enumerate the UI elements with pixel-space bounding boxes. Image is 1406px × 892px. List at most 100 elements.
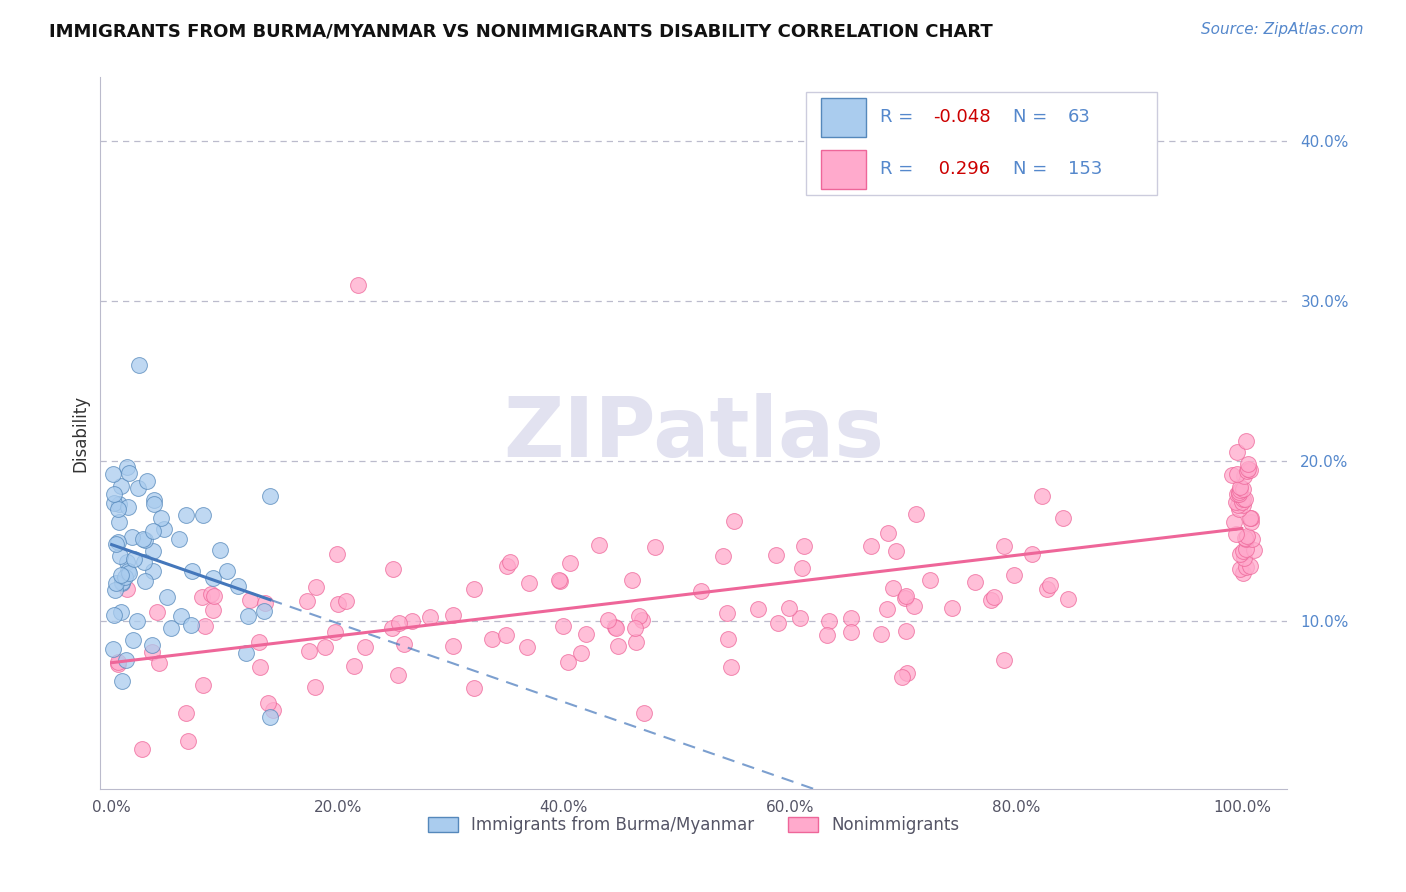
Point <box>304 580 326 594</box>
Point <box>1234 560 1257 574</box>
Point <box>1057 592 1080 607</box>
Point <box>103 496 125 510</box>
Point <box>108 549 131 564</box>
Point <box>789 611 811 625</box>
Point <box>894 590 917 604</box>
Point <box>1232 566 1254 580</box>
Point <box>253 604 276 618</box>
Point <box>388 616 411 631</box>
Point <box>142 497 165 511</box>
Point <box>121 531 143 545</box>
Point <box>115 652 138 666</box>
Text: Source: ZipAtlas.com: Source: ZipAtlas.com <box>1201 22 1364 37</box>
Point <box>236 608 259 623</box>
Point <box>107 502 129 516</box>
Point <box>191 508 214 522</box>
Point <box>720 659 742 673</box>
Point <box>983 590 1005 604</box>
Point <box>517 576 540 591</box>
Point <box>200 587 222 601</box>
Point <box>606 639 628 653</box>
Point <box>110 568 132 582</box>
Point <box>149 511 172 525</box>
Point <box>905 507 928 521</box>
Point <box>1239 510 1261 524</box>
Point <box>1236 457 1258 471</box>
Point <box>1002 568 1025 582</box>
Point <box>145 605 167 619</box>
Point <box>1227 501 1250 516</box>
Point <box>254 596 277 610</box>
Point <box>815 628 838 642</box>
Point <box>108 497 131 511</box>
Point <box>143 492 166 507</box>
Point <box>765 548 787 562</box>
Point <box>325 624 347 639</box>
Point <box>202 603 225 617</box>
Y-axis label: Disability: Disability <box>72 395 89 472</box>
Point <box>441 639 464 653</box>
Point <box>127 481 149 495</box>
Point <box>882 581 904 595</box>
Point <box>382 561 405 575</box>
Point <box>107 657 129 671</box>
Point <box>481 632 503 647</box>
Point <box>778 601 800 615</box>
Text: -0.048: -0.048 <box>934 109 991 127</box>
Point <box>259 489 281 503</box>
Point <box>918 573 941 587</box>
Point <box>993 653 1015 667</box>
Point <box>111 574 134 589</box>
Point <box>103 467 125 481</box>
Point <box>392 637 415 651</box>
Point <box>104 582 127 597</box>
Point <box>117 566 139 581</box>
Bar <box>821 150 866 188</box>
Point <box>841 624 863 639</box>
Point <box>152 522 174 536</box>
Point <box>723 514 745 528</box>
Point <box>516 640 538 654</box>
Point <box>104 537 127 551</box>
Point <box>194 619 217 633</box>
Point <box>101 642 124 657</box>
Point <box>190 590 212 604</box>
Point <box>588 538 610 552</box>
Point <box>605 620 627 634</box>
Point <box>354 640 377 654</box>
Text: N =: N = <box>1012 109 1053 127</box>
Point <box>633 706 655 720</box>
Point <box>110 605 132 619</box>
Point <box>103 487 125 501</box>
Point <box>839 611 862 625</box>
Point <box>1227 487 1250 501</box>
Point <box>141 638 163 652</box>
Point <box>870 626 893 640</box>
Point <box>110 479 132 493</box>
Point <box>605 621 627 635</box>
Point <box>1233 550 1256 565</box>
Point <box>890 670 912 684</box>
Point <box>122 632 145 647</box>
Point <box>884 543 907 558</box>
Point <box>628 608 651 623</box>
Point <box>118 466 141 480</box>
Point <box>1232 498 1254 512</box>
Point <box>191 678 214 692</box>
Point <box>134 574 156 588</box>
Point <box>894 624 917 638</box>
Point <box>1225 487 1247 501</box>
FancyBboxPatch shape <box>807 92 1157 194</box>
Text: 153: 153 <box>1067 160 1102 178</box>
Point <box>1240 515 1263 529</box>
Point <box>1226 445 1249 459</box>
Point <box>893 591 915 606</box>
Point <box>115 582 138 596</box>
Point <box>131 742 153 756</box>
Point <box>174 706 197 720</box>
Point <box>1021 548 1043 562</box>
Point <box>107 655 129 669</box>
Point <box>108 515 131 529</box>
Text: R =: R = <box>880 160 920 178</box>
Point <box>326 547 349 561</box>
